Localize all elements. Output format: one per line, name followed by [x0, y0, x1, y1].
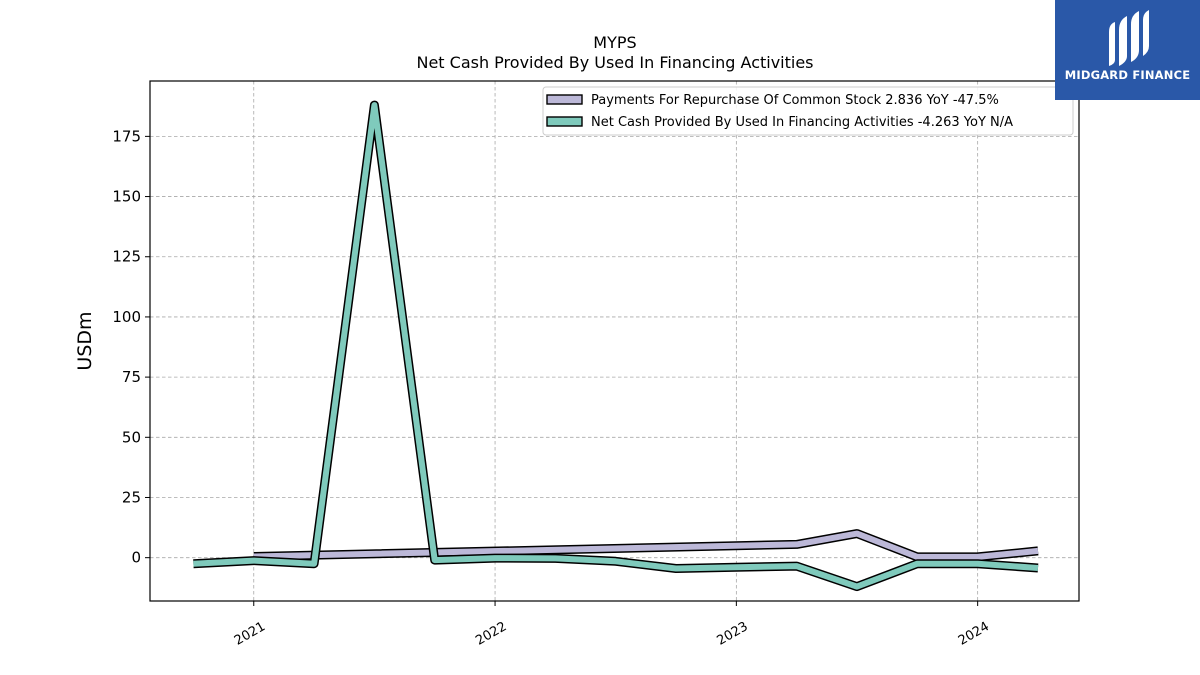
y-tick-label: 75 [122, 368, 141, 386]
legend-swatch-financing [546, 116, 583, 127]
midgard-logo-icon [1109, 10, 1149, 66]
midgard-finance-logo: MIDGARD FINANCE [1055, 0, 1200, 100]
y-tick-label: 50 [122, 428, 141, 446]
plot-frame [149, 80, 1080, 602]
grid [150, 81, 1079, 601]
legend: Payments For Repurchase Of Common Stock … [542, 86, 1074, 136]
y-tick-label: 150 [112, 188, 141, 206]
logo-text: MIDGARD FINANCE [1064, 68, 1191, 82]
series-line-financing [193, 102, 1039, 590]
chart-subtitle: Net Cash Provided By Used In Financing A… [416, 53, 813, 72]
axis-ticks: 0 25 50 75 100 125 150 175 2021 2022 2023 2024 [112, 127, 992, 648]
x-tick-label: 2023 [715, 619, 751, 649]
legend-label-financing: Net Cash Provided By Used In Financing A… [591, 115, 1013, 130]
y-tick-label: 125 [112, 248, 141, 266]
y-tick-label: 0 [131, 549, 141, 567]
x-tick-label: 2021 [232, 619, 268, 649]
y-axis-label: USDm [74, 311, 96, 370]
y-tick-label: 25 [122, 488, 141, 506]
legend-swatch-repurchase [546, 94, 583, 105]
legend-label-repurchase: Payments For Repurchase Of Common Stock … [591, 93, 999, 108]
series-line-repurchase [253, 530, 1039, 560]
y-tick-label: 100 [112, 308, 141, 326]
y-tick-label: 175 [112, 127, 141, 145]
legend-box [542, 86, 1074, 136]
x-tick-label: 2022 [473, 619, 509, 649]
x-tick-label: 2024 [956, 619, 992, 649]
series-group [193, 100, 1039, 592]
chart-title: MYPS [593, 33, 636, 52]
